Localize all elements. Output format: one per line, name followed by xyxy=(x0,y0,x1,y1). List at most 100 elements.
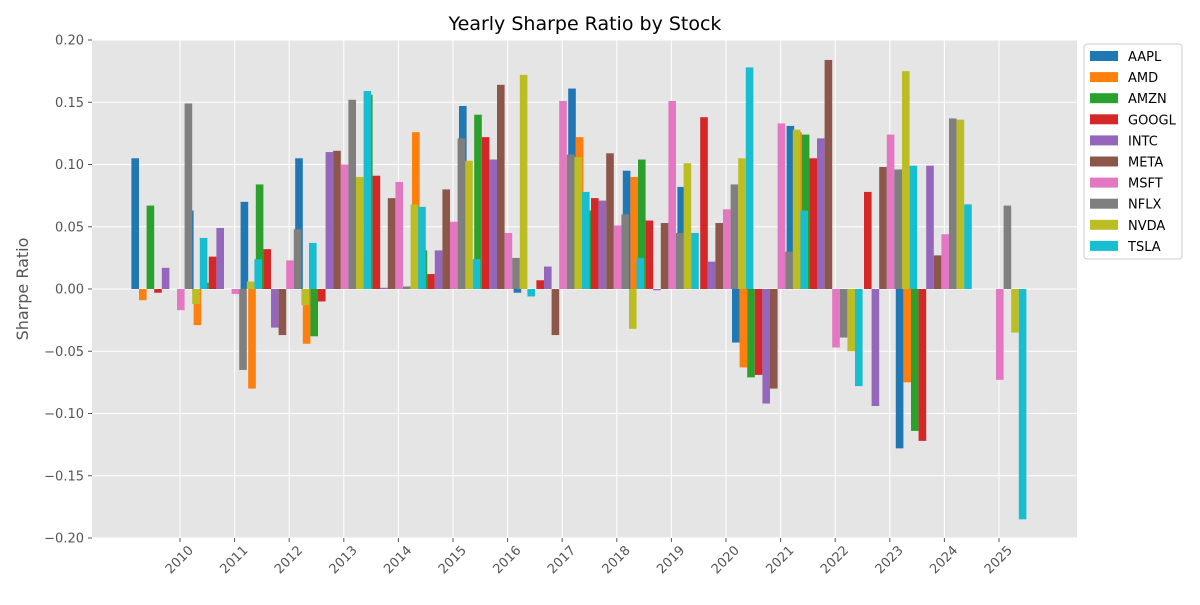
legend-swatch-meta xyxy=(1090,156,1118,167)
bar-nflx-2014 xyxy=(403,286,411,289)
bar-msft-2016 xyxy=(504,232,513,289)
bar-intc-2022 xyxy=(817,138,825,289)
bar-aapl-2024 xyxy=(895,289,904,449)
bar-googl-2017 xyxy=(536,280,544,289)
bar-meta-2024 xyxy=(933,255,942,289)
bar-nflx-2022 xyxy=(839,289,848,338)
legend-swatch-nflx xyxy=(1090,198,1118,209)
bar-aapl-2012 xyxy=(240,201,249,289)
bar-amd-2011 xyxy=(193,289,202,326)
bar-nvda-2010 xyxy=(192,289,200,304)
bar-intc-2012 xyxy=(271,289,279,328)
bar-nvda-2013 xyxy=(356,176,364,289)
bar-intc-2013 xyxy=(325,152,334,289)
y-tick-label: 0.05 xyxy=(55,220,84,235)
legend-label-aapl: AAPL xyxy=(1128,50,1162,65)
bar-intc-2016 xyxy=(489,159,497,289)
bar-googl-2020 xyxy=(700,117,708,289)
bar-tsla-2013 xyxy=(363,91,372,289)
legend-swatch-googl xyxy=(1090,114,1118,125)
bar-nvda-2011 xyxy=(246,281,255,289)
bar-meta-2013 xyxy=(333,150,341,289)
bar-amzn-2019 xyxy=(638,159,646,289)
bar-tsla-2023 xyxy=(909,165,918,289)
bar-intc-2011 xyxy=(216,227,224,289)
y-tick-label: 0.20 xyxy=(55,34,84,49)
bar-meta-2023 xyxy=(879,166,887,289)
bar-intc-2018 xyxy=(598,200,607,289)
bar-nvda-2017 xyxy=(574,157,582,289)
legend-swatch-nvda xyxy=(1090,219,1118,230)
bar-tsla-2010 xyxy=(199,237,208,289)
bar-nvda-2018 xyxy=(629,289,637,329)
bar-googl-2018 xyxy=(591,198,599,289)
bar-nflx-2012 xyxy=(293,229,302,289)
bar-msft-2022 xyxy=(832,289,840,348)
bar-nvda-2025 xyxy=(1011,289,1019,333)
bar-meta-2014 xyxy=(387,198,396,289)
legend-swatch-amd xyxy=(1090,72,1118,83)
bar-meta-2017 xyxy=(551,289,560,336)
y-tick-label: −0.05 xyxy=(44,345,84,360)
bar-tsla-2022 xyxy=(855,289,863,387)
y-tick-label: −0.10 xyxy=(44,407,84,422)
bar-msft-2017 xyxy=(559,101,567,289)
bar-meta-2021 xyxy=(770,289,778,389)
bar-aapl-2010 xyxy=(131,158,139,289)
legend-label-meta: META xyxy=(1128,156,1163,171)
bars xyxy=(131,59,1027,520)
bar-googl-2015 xyxy=(427,274,435,289)
y-tick-label: 0.00 xyxy=(55,283,84,298)
bar-amzn-2024 xyxy=(911,289,919,431)
bar-amzn-2013 xyxy=(310,289,318,337)
bar-tsla-2024 xyxy=(964,204,972,289)
legend-label-intc: INTC xyxy=(1128,134,1158,149)
bar-tsla-2019 xyxy=(691,232,699,289)
bar-nflx-2019 xyxy=(676,232,684,289)
bar-nvda-2023 xyxy=(902,71,910,289)
bar-intc-2017 xyxy=(544,266,552,289)
bar-nflx-2020 xyxy=(730,184,739,289)
bar-tsla-2025 xyxy=(1018,289,1027,520)
bar-tsla-2018 xyxy=(636,257,645,289)
y-axis-ticks: −0.20 −0.15 −0.10 −0.05 0.00 0.05 0.10 0.15 0.20 xyxy=(44,34,92,547)
bar-intc-2014 xyxy=(380,287,388,289)
bar-msft-2021 xyxy=(777,123,786,289)
bar-googl-2011 xyxy=(208,256,217,289)
bar-aapl-2022 xyxy=(786,125,795,289)
y-tick-label: 0.10 xyxy=(55,158,84,173)
bar-msft-2023 xyxy=(886,134,895,289)
bar-nflx-2015 xyxy=(457,138,466,289)
bar-amzn-2021 xyxy=(747,289,755,378)
y-tick-label: −0.20 xyxy=(44,532,84,547)
y-tick-label: −0.15 xyxy=(44,469,84,484)
bar-msft-2011 xyxy=(231,289,240,294)
bar-nvda-2016 xyxy=(519,74,528,289)
bar-meta-2020 xyxy=(715,223,723,289)
legend-swatch-aapl xyxy=(1090,51,1118,61)
bar-tsla-2021 xyxy=(800,210,808,289)
bar-meta-2022 xyxy=(824,59,833,289)
y-axis-label: Sharpe Ratio xyxy=(13,238,32,341)
bar-googl-2022 xyxy=(809,158,817,289)
bar-googl-2019 xyxy=(645,220,654,289)
bar-googl-2024 xyxy=(918,289,927,441)
bar-intc-2019 xyxy=(653,289,661,291)
bar-meta-2012 xyxy=(278,289,287,336)
legend-swatch-msft xyxy=(1090,177,1118,188)
bar-msft-2018 xyxy=(613,225,622,289)
bar-tsla-2014 xyxy=(418,206,426,289)
bar-amd-2010 xyxy=(139,289,147,301)
bar-googl-2012 xyxy=(263,249,271,289)
bar-amd-2024 xyxy=(903,289,911,383)
bar-msft-2010 xyxy=(177,289,185,311)
bar-nvda-2022 xyxy=(847,289,855,352)
bar-amd-2012 xyxy=(248,289,256,389)
bar-nflx-2021 xyxy=(785,251,793,289)
bar-nvda-2024 xyxy=(956,119,965,290)
legend-swatch-intc xyxy=(1090,135,1118,146)
bar-tsla-2020 xyxy=(745,67,754,289)
bar-meta-2019 xyxy=(660,223,669,289)
bar-intc-2021 xyxy=(762,289,770,404)
